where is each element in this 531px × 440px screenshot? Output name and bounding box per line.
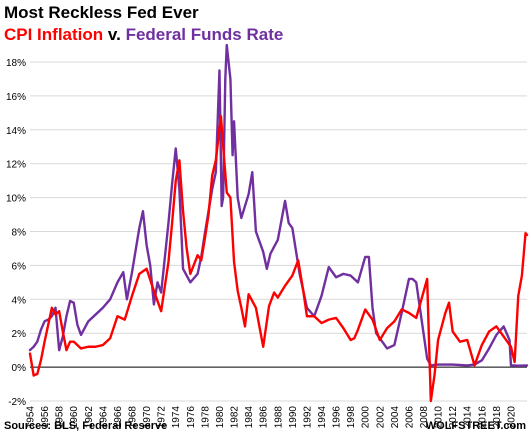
sources-note: Sources: BLS, Federal Reserve [4, 420, 168, 432]
x-tick-label: 2008 [419, 406, 430, 429]
subtitle-fed-funds-label: Federal Funds Rate [125, 25, 284, 44]
x-tick-label: 2010 [434, 406, 445, 429]
x-tick-label: 1968 [128, 406, 139, 429]
x-tick-label: 2014 [463, 406, 474, 429]
x-tick-label: 1964 [98, 406, 109, 429]
x-tick-label: 1992 [302, 406, 313, 429]
brand-mark: WOLFSTREET.com [425, 420, 526, 432]
x-tick-label: 1996 [332, 406, 343, 429]
x-tick-label: 2016 [477, 406, 488, 429]
x-tick-label: 1986 [259, 406, 270, 429]
y-tick-label: 16% [6, 92, 26, 103]
y-tick-label: 8% [12, 228, 27, 239]
x-tick-label: 1978 [200, 406, 211, 429]
x-tick-label: 1954 [26, 406, 37, 429]
x-tick-label: 2000 [361, 406, 372, 429]
y-tick-label: 4% [12, 295, 27, 306]
x-tick-label: 1972 [157, 406, 168, 429]
x-tick-label: 2012 [448, 406, 459, 429]
chart-title: Most Reckless Fed Ever [4, 3, 199, 22]
x-tick-label: 2002 [375, 406, 386, 429]
x-tick-label: 1960 [69, 406, 80, 429]
y-tick-label: 12% [6, 160, 26, 171]
x-tick-label: 1988 [273, 406, 284, 429]
x-tick-label: 2020 [506, 406, 517, 429]
fed-funds-rate-line [28, 43, 529, 367]
y-tick-label: 14% [6, 126, 26, 137]
y-tick-label: 18% [6, 58, 26, 69]
x-tick-label: 2004 [390, 406, 401, 429]
chart-subtitle: CPI Inflation v. Federal Funds Rate [4, 25, 283, 45]
cpi-inflation-line [28, 115, 529, 403]
x-tick-label: 1974 [171, 406, 182, 429]
x-tick-label: 1966 [113, 406, 124, 429]
y-tick-label: 10% [6, 194, 26, 205]
x-tick-label: 1990 [288, 406, 299, 429]
subtitle-cpi-label: CPI Inflation [4, 25, 104, 44]
x-tick-label: 1956 [40, 406, 51, 429]
x-tick-label: 1982 [230, 406, 241, 429]
x-tick-label: 1958 [55, 406, 66, 429]
x-tick-label: 2006 [404, 406, 415, 429]
y-tick-label: 0% [12, 363, 27, 374]
tick-layer: -2% 0% 2% 4% 6% 8% 10% 12% 14% 16% 18% 1954 1956 1958… [6, 58, 517, 428]
x-tick-label: 1962 [84, 406, 95, 429]
x-tick-label: 1998 [346, 406, 357, 429]
y-tick-label: -2% [8, 397, 26, 408]
series-layer [28, 43, 529, 403]
x-tick-label: 2018 [492, 406, 503, 429]
x-tick-label: 1980 [215, 406, 226, 429]
y-tick-label: 2% [12, 329, 27, 340]
subtitle-connector: v. [107, 25, 121, 44]
x-tick-label: 1984 [244, 406, 255, 429]
x-tick-label: 1976 [186, 406, 197, 429]
x-tick-label: 1970 [142, 406, 153, 429]
y-tick-label: 6% [12, 261, 27, 272]
x-tick-label: 1994 [317, 406, 328, 429]
